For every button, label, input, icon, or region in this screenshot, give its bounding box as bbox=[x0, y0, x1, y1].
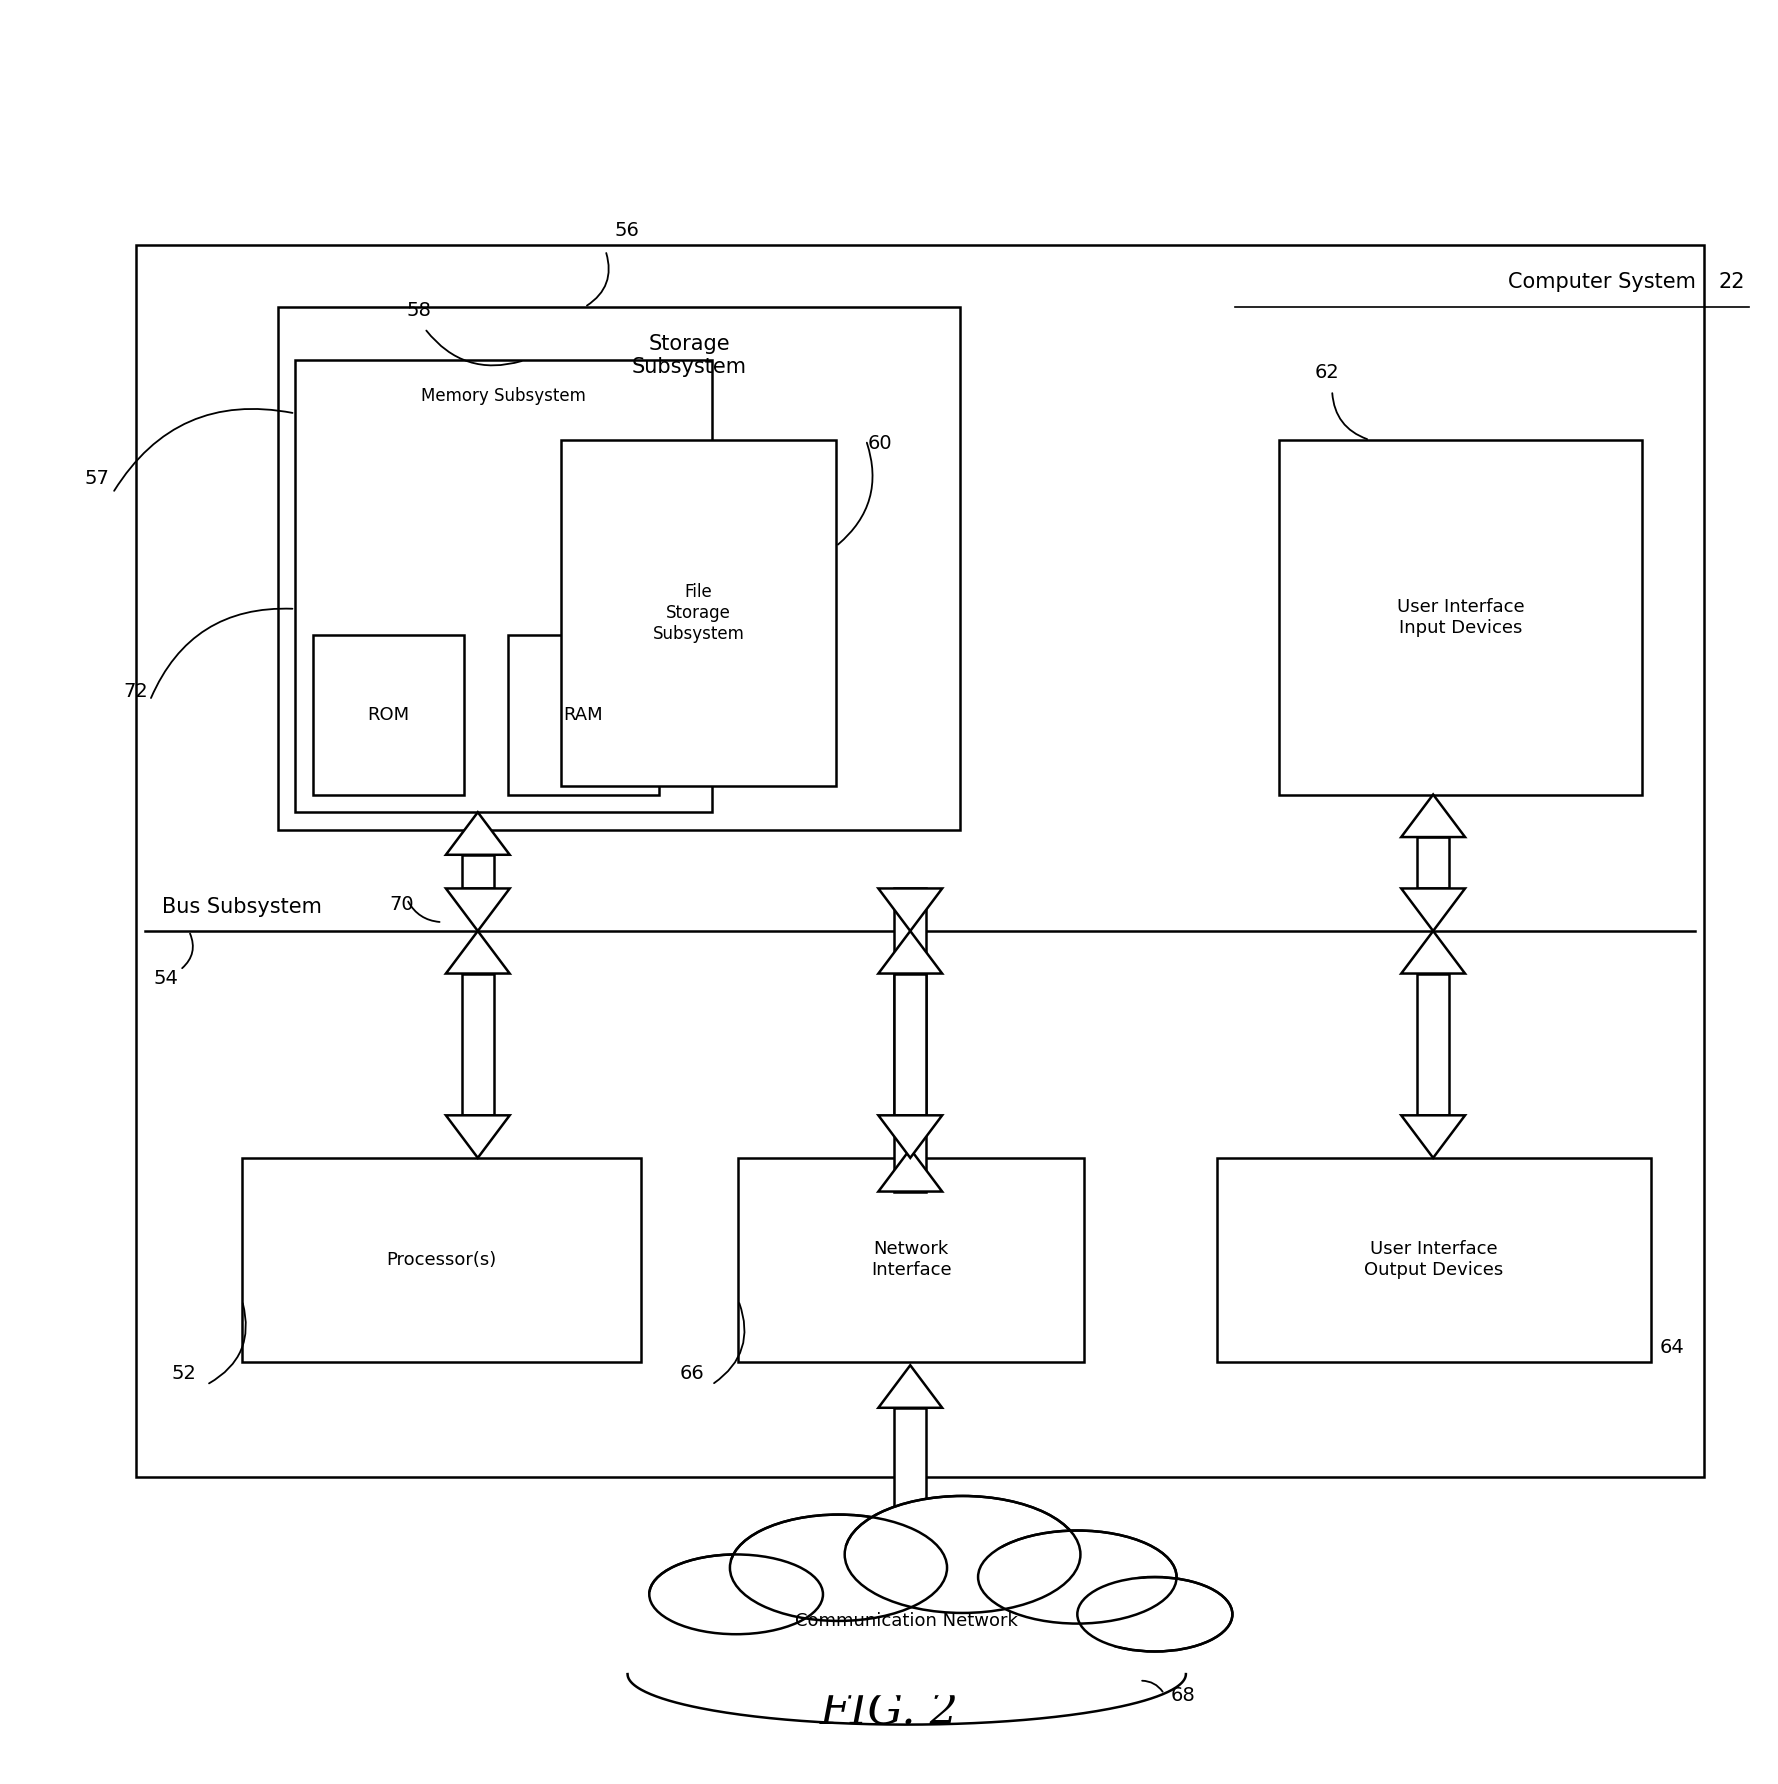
Polygon shape bbox=[878, 931, 942, 974]
Ellipse shape bbox=[1077, 1577, 1232, 1652]
Text: 62: 62 bbox=[1314, 362, 1339, 382]
Text: 58: 58 bbox=[407, 301, 432, 319]
Ellipse shape bbox=[978, 1531, 1177, 1623]
Text: Processor(s): Processor(s) bbox=[386, 1251, 496, 1268]
Text: 54: 54 bbox=[153, 969, 178, 988]
Text: 22: 22 bbox=[1719, 271, 1744, 291]
Text: 56: 56 bbox=[613, 221, 638, 241]
Text: 57: 57 bbox=[84, 469, 108, 489]
Text: Bus Subsystem: Bus Subsystem bbox=[162, 897, 322, 917]
Bar bbox=[295, 360, 711, 812]
Polygon shape bbox=[1417, 837, 1449, 888]
Text: 72: 72 bbox=[123, 681, 148, 701]
Text: User Interface
Output Devices: User Interface Output Devices bbox=[1364, 1240, 1504, 1279]
Polygon shape bbox=[878, 888, 942, 931]
Text: 70: 70 bbox=[389, 896, 414, 913]
Text: RAM: RAM bbox=[564, 706, 603, 724]
Bar bbox=[1216, 1158, 1652, 1361]
Text: 60: 60 bbox=[868, 434, 893, 453]
Ellipse shape bbox=[731, 1515, 948, 1622]
Text: User Interface
Input Devices: User Interface Input Devices bbox=[1398, 598, 1524, 637]
Text: Memory Subsystem: Memory Subsystem bbox=[421, 387, 587, 405]
Bar bbox=[509, 635, 658, 794]
Text: Communication Network: Communication Network bbox=[795, 1613, 1019, 1631]
Text: 52: 52 bbox=[171, 1365, 196, 1383]
Text: 64: 64 bbox=[1661, 1338, 1686, 1358]
Polygon shape bbox=[894, 1408, 926, 1627]
Text: Computer System: Computer System bbox=[1508, 271, 1696, 291]
Polygon shape bbox=[878, 1115, 942, 1158]
Bar bbox=[242, 1158, 640, 1361]
Polygon shape bbox=[1401, 794, 1465, 837]
Polygon shape bbox=[878, 1365, 942, 1408]
Polygon shape bbox=[462, 974, 494, 1115]
Polygon shape bbox=[894, 888, 926, 1192]
Text: Network
Interface: Network Interface bbox=[871, 1240, 951, 1279]
Polygon shape bbox=[446, 931, 510, 974]
Polygon shape bbox=[1401, 931, 1465, 974]
Polygon shape bbox=[1401, 1115, 1465, 1158]
Polygon shape bbox=[446, 1115, 510, 1158]
Polygon shape bbox=[446, 888, 510, 931]
Text: ROM: ROM bbox=[368, 706, 409, 724]
Polygon shape bbox=[894, 974, 926, 1115]
Polygon shape bbox=[878, 1149, 942, 1192]
Text: FIG. 2: FIG. 2 bbox=[820, 1691, 958, 1734]
Polygon shape bbox=[446, 812, 510, 855]
Bar bbox=[135, 244, 1705, 1477]
Ellipse shape bbox=[845, 1497, 1081, 1613]
Text: File
Storage
Subsystem: File Storage Subsystem bbox=[653, 583, 745, 642]
Text: 66: 66 bbox=[679, 1365, 704, 1383]
Polygon shape bbox=[462, 855, 494, 888]
Bar bbox=[562, 441, 836, 785]
Bar bbox=[738, 1158, 1085, 1361]
Bar bbox=[612, 1622, 1202, 1695]
Bar bbox=[1278, 441, 1643, 794]
Polygon shape bbox=[1417, 974, 1449, 1115]
Text: 68: 68 bbox=[1170, 1686, 1195, 1706]
Polygon shape bbox=[1401, 888, 1465, 931]
Ellipse shape bbox=[649, 1554, 823, 1634]
Text: Storage
Subsystem: Storage Subsystem bbox=[633, 334, 747, 376]
Ellipse shape bbox=[644, 1545, 1170, 1672]
Bar bbox=[277, 307, 960, 830]
Bar bbox=[313, 635, 464, 794]
